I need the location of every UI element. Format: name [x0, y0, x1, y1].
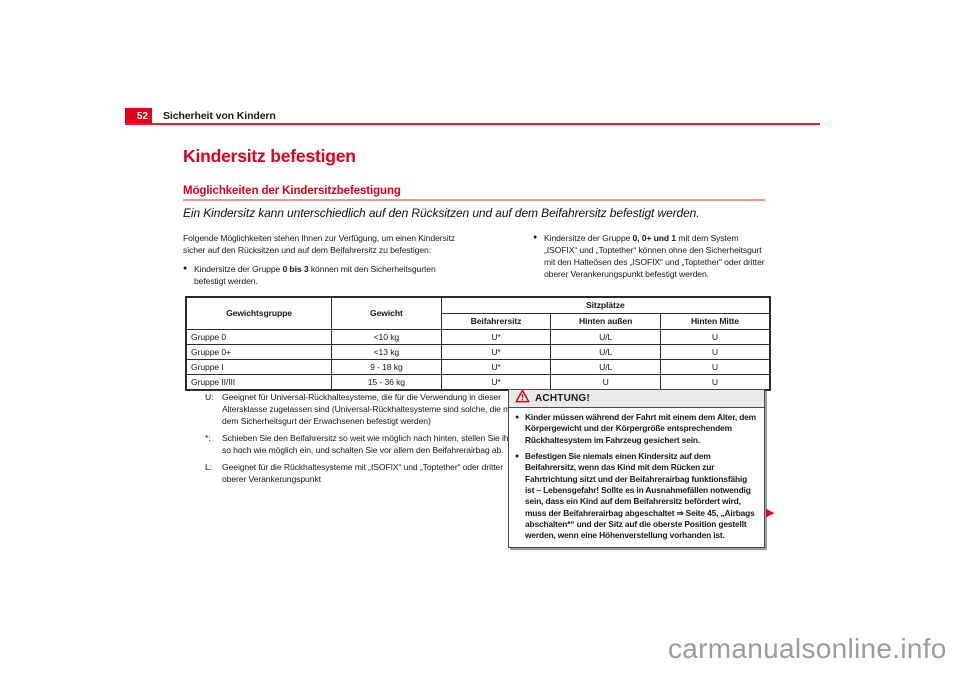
bullet-item: ● Kindersitze der Gruppe 0, 0+ und 1 mit…: [533, 232, 765, 280]
bullet-icon: ●: [183, 265, 188, 273]
warning-item: ● Befestigen Sie niemals einen Kindersit…: [515, 451, 758, 542]
paragraph: Folgende Möglichkeiten stehen Ihnen zur …: [183, 233, 455, 256]
footnote-label: L:: [205, 462, 212, 473]
warning-body: ● Kinder müssen während der Fahrt mit ei…: [509, 408, 764, 547]
table-cell: 9 - 18 kg: [331, 358, 442, 375]
footnote: U: Geeignet für Universal-Rückhaltesyste…: [205, 391, 523, 427]
table-subheader-row: Beifahrersitz Hinten außen Hinten Mitte: [186, 312, 771, 330]
table-cell: U*: [440, 373, 552, 390]
table-header: Gewicht: [331, 296, 442, 330]
bullet-icon: ●: [515, 414, 520, 421]
table-cell: U: [659, 328, 771, 345]
section-rule: [183, 199, 765, 201]
table-cell: U*: [440, 328, 552, 345]
watermark: carmanualsonline.info: [668, 633, 947, 664]
table-cell: 15 - 36 kg: [331, 373, 442, 390]
seat-table-container: Gewichtsgruppe Gewicht Sitzplätze Beifah…: [185, 296, 771, 391]
table-header: Hinten außen: [550, 312, 661, 330]
chapter-title: Sicherheit von Kindern: [163, 110, 276, 122]
bullet-icon: ●: [533, 234, 538, 241]
footnote-text: Geeignet für die Rückhaltesysteme mit „I…: [222, 462, 503, 485]
header-rule: [125, 123, 820, 125]
table-cell: U*: [440, 358, 552, 375]
table-cell: U/L: [550, 358, 661, 375]
section-heading: Möglichkeiten der Kindersitzbefestigung: [183, 185, 401, 197]
bullet-text: Kindersitze der Gruppe 0 bis 3 können mi…: [194, 264, 436, 287]
body-column-right: ● Kindersitze der Gruppe 0, 0+ und 1 mit…: [533, 232, 765, 286]
table-cell: U/L: [550, 343, 661, 360]
table-row: Gruppe 0 <10 kg U* U/L U: [185, 328, 771, 345]
table-footnotes: U: Geeignet für Universal-Rückhaltesyste…: [205, 391, 523, 490]
warning-item: ● Kinder müssen während der Fahrt mit ei…: [515, 412, 758, 446]
table-cell: Gruppe II/III: [185, 373, 333, 390]
footnote: *: Schieben Sie den Beifahrersitz so wei…: [205, 432, 523, 456]
table-cell: U/L: [550, 328, 661, 345]
table-header: Gewichtsgruppe: [185, 296, 333, 330]
body-column-left: Folgende Möglichkeiten stehen Ihnen zur …: [183, 232, 459, 293]
warning-header: ACHTUNG!: [509, 389, 764, 408]
table-header: Beifahrersitz: [440, 312, 552, 330]
page-number: 52: [125, 108, 152, 125]
footnote-text: Geeignet für Universal-Rückhaltesysteme,…: [222, 392, 515, 427]
page-title: Kindersitz befestigen: [183, 146, 356, 166]
warning-title: ACHTUNG!: [535, 393, 590, 404]
table-cell: Gruppe 0: [185, 328, 333, 345]
table-cell: U*: [440, 343, 552, 360]
table-row: Gruppe 0+ <13 kg U* U/L U: [185, 343, 771, 360]
table-header: Sitzplätze: [440, 296, 771, 314]
bullet-icon: ●: [515, 453, 520, 461]
table-cell: <13 kg: [331, 343, 442, 360]
footnote: L: Geeignet für die Rückhaltesysteme mit…: [205, 461, 523, 485]
footnote-label: *:: [205, 433, 211, 444]
footnote-text: Schieben Sie den Beifahrersitz so weit w…: [222, 433, 514, 456]
table-cell: Gruppe 0+: [185, 343, 333, 360]
table-cell: U: [659, 373, 771, 390]
table-row: Gruppe II/III 15 - 36 kg U* U U: [185, 373, 771, 390]
table-cell: <10 kg: [331, 328, 442, 345]
table-cell: U: [659, 343, 771, 360]
warning-triangle-icon: [515, 389, 530, 408]
table-header-row: Gewichtsgruppe Gewicht Sitzplätze: [185, 296, 771, 330]
continuation-arrow-icon: ▶: [766, 507, 775, 519]
table-cell: Gruppe I: [185, 358, 333, 375]
section-lead: Ein Kindersitz kann unterschiedlich auf …: [183, 206, 700, 220]
bullet-item: ● Kindersitze der Gruppe 0 bis 3 können …: [183, 263, 459, 287]
bullet-text: Kindersitze der Gruppe 0, 0+ und 1 mit d…: [544, 233, 765, 280]
warning-text: Befestigen Sie niemals einen Kindersitz …: [525, 451, 755, 541]
table-cell: U: [659, 358, 771, 375]
table-header: Hinten Mitte: [659, 312, 771, 330]
table-row: Gruppe I 9 - 18 kg U* U/L U: [185, 358, 771, 375]
footnote-label: U:: [205, 392, 214, 402]
seat-table: Gewichtsgruppe Gewicht Sitzplätze Beifah…: [185, 296, 771, 391]
warning-box: ACHTUNG! ● Kinder müssen während der Fah…: [508, 389, 765, 548]
warning-text: Kinder müssen während der Fahrt mit eine…: [525, 412, 756, 445]
table-cell: U: [550, 373, 661, 390]
